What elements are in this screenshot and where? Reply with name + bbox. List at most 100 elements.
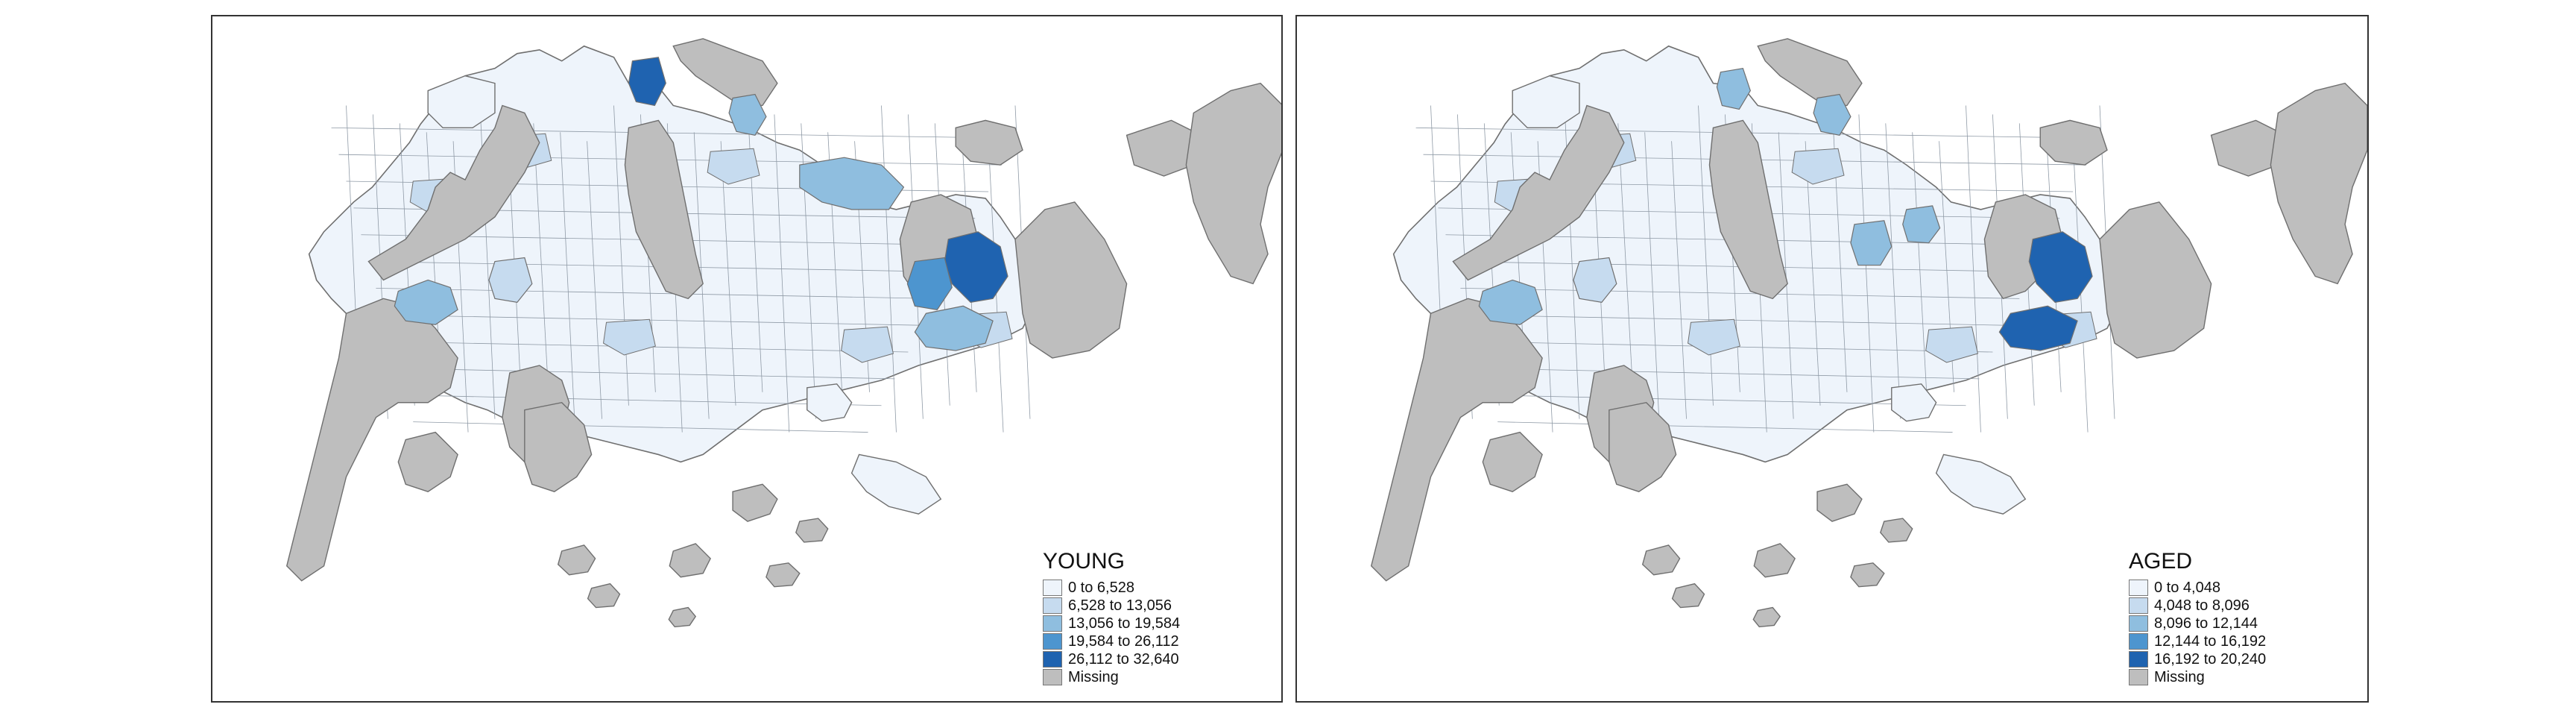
missing-region xyxy=(1757,38,1863,107)
missing-region xyxy=(2270,82,2367,285)
missing-region xyxy=(1880,518,1913,543)
missing-region xyxy=(1708,119,1788,300)
legend-item: 4,048 to 8,096 xyxy=(2129,597,2323,615)
subzone-boundary xyxy=(413,421,868,433)
highlight-region xyxy=(1902,205,1941,244)
missing-region xyxy=(624,119,704,300)
missing-region xyxy=(1014,201,1128,359)
subzone-region xyxy=(1791,148,1845,185)
legend-swatch xyxy=(2129,669,2148,685)
subzone-boundary xyxy=(376,288,935,299)
legend-title: YOUNG xyxy=(1043,549,1126,574)
missing-region xyxy=(2039,119,2108,166)
subzone-region xyxy=(1925,326,1979,363)
legend-rows: 0 to 6,528 6,528 to 13,056 13,056 to 19,58… xyxy=(1043,579,1237,686)
legend-item: 19,584 to 26,112 xyxy=(1043,632,1237,650)
aged-map-panel: AGED 0 to 4,048 4,048 to 8,096 8,096 to 12… xyxy=(1295,15,2369,703)
subzone-boundary xyxy=(405,395,882,406)
legend-swatch xyxy=(1043,633,1062,650)
missing-region xyxy=(1816,483,1863,522)
missing-region xyxy=(1185,82,1281,285)
highlight-region xyxy=(1716,68,1751,110)
legend-swatch xyxy=(2129,597,2148,614)
subzone-boundary xyxy=(1698,105,1714,406)
legend-label: 19,584 to 26,112 xyxy=(1068,632,1179,650)
missing-region xyxy=(765,562,801,588)
island-region xyxy=(850,453,942,515)
subzone-boundary xyxy=(693,132,710,419)
legend-swatch xyxy=(1043,580,1062,596)
legend-swatch xyxy=(1043,651,1062,668)
island-region xyxy=(1512,75,1580,129)
missing-region xyxy=(1641,544,1681,576)
missing-region xyxy=(1452,104,1625,281)
highlight-region xyxy=(1573,257,1617,303)
missing-region xyxy=(367,104,540,281)
island-region xyxy=(806,383,853,422)
subzone-boundary xyxy=(331,127,1016,139)
highlight-region xyxy=(1478,279,1543,325)
missing-region xyxy=(1753,543,1796,578)
highlight-region xyxy=(799,157,905,210)
highlight-region xyxy=(1998,305,2078,351)
legend-item: 16,192 to 20,240 xyxy=(2129,650,2323,668)
legend-label: 8,096 to 12,144 xyxy=(2154,615,2258,632)
missing-region xyxy=(795,518,829,543)
subzone-boundary xyxy=(1415,127,2100,139)
subzone-boundary xyxy=(383,314,922,326)
legend-rows: 0 to 4,048 4,048 to 8,096 8,096 to 12,144 1… xyxy=(2129,579,2323,686)
island-region xyxy=(427,75,496,129)
missing-region xyxy=(669,543,711,578)
legend-label: 26,112 to 32,640 xyxy=(1068,650,1179,668)
missing-region xyxy=(1609,401,1677,492)
subzone-boundary xyxy=(613,105,629,406)
subzone-boundary xyxy=(1617,123,1634,392)
subzone-region xyxy=(1687,318,1740,356)
aged-choropleth-map xyxy=(1370,38,2367,628)
legend-item: 0 to 4,048 xyxy=(2129,579,2323,597)
legend-title: AGED xyxy=(2129,549,2193,574)
missing-region xyxy=(732,483,778,522)
legend-item: 0 to 6,528 xyxy=(1043,579,1237,597)
legend-swatch xyxy=(1043,597,1062,614)
legend-label: 0 to 4,048 xyxy=(2154,579,2220,596)
subzone-boundary xyxy=(1497,421,1953,433)
highlight-region xyxy=(2028,231,2093,303)
highlight-region xyxy=(914,305,994,351)
missing-region xyxy=(955,119,1023,166)
subzone-boundary xyxy=(533,123,549,392)
subzone-boundary xyxy=(881,105,897,433)
subzone-boundary xyxy=(1460,288,2020,299)
subzone-boundary xyxy=(1490,395,1966,406)
legend-swatch xyxy=(2129,615,2148,632)
young-map-panel: YOUNG 0 to 6,528 6,528 to 13,056 13,056 to… xyxy=(211,15,1283,703)
subzone-boundary xyxy=(1483,368,1980,380)
subzone-boundary xyxy=(1805,141,1821,406)
subzone-region xyxy=(602,318,656,356)
subzone-boundary xyxy=(1644,132,1661,433)
missing-region xyxy=(524,401,593,492)
legend-label: Missing xyxy=(1068,668,1119,685)
legend-item: 12,144 to 16,192 xyxy=(2129,632,2323,650)
legend-label: 4,048 to 8,096 xyxy=(2154,597,2250,614)
highlight-region xyxy=(628,57,666,107)
missing-region xyxy=(1482,431,1543,492)
subzone-boundary xyxy=(1468,314,2007,326)
subzone-boundary xyxy=(560,132,576,433)
subzone-region xyxy=(707,148,760,185)
legend-item: 26,112 to 32,640 xyxy=(1043,650,1237,668)
legend-label: 12,144 to 16,192 xyxy=(2154,632,2267,650)
subzone-boundary xyxy=(1966,105,1981,433)
legend-swatch xyxy=(2129,633,2148,650)
young-choropleth-map xyxy=(285,38,1281,628)
legend-label: 13,056 to 19,584 xyxy=(1068,615,1181,632)
legend-swatch xyxy=(1043,669,1062,685)
missing-region xyxy=(1752,606,1781,628)
missing-region xyxy=(2099,201,2212,359)
missing-region xyxy=(1850,562,1885,588)
highlight-region xyxy=(1813,93,1852,136)
subzone-boundary xyxy=(1858,114,1875,433)
legend-item-missing: Missing xyxy=(2129,668,2323,686)
missing-region xyxy=(587,582,621,609)
subzone-boundary xyxy=(1885,123,1901,419)
